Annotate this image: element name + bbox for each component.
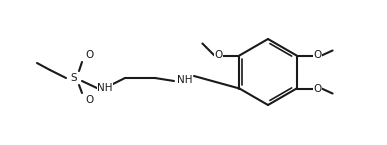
Text: O: O <box>313 50 322 60</box>
Text: NH: NH <box>97 83 113 93</box>
Text: S: S <box>71 73 77 83</box>
Text: O: O <box>85 95 93 105</box>
Text: NH: NH <box>177 75 193 85</box>
Text: O: O <box>85 50 93 60</box>
Text: O: O <box>313 84 322 94</box>
Text: O: O <box>214 50 223 60</box>
